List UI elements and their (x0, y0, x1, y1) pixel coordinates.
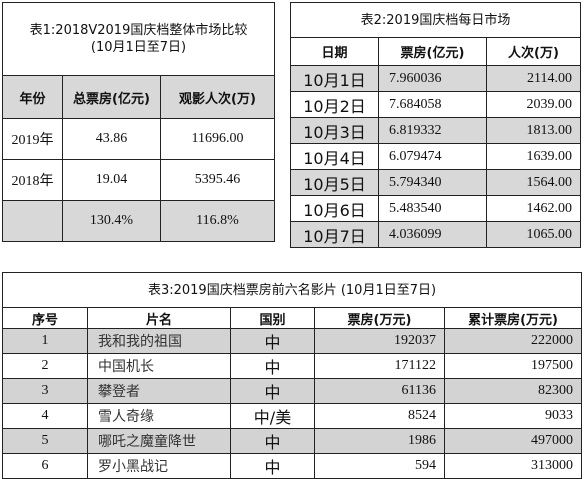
table-row: 10月4日 6.079474 1639.00 (290, 143, 581, 170)
table1-header-year: 年份 (2, 75, 63, 119)
table3-no-cell: 2 (2, 353, 88, 379)
table-row: 10月1日 7.960036 2114.00 (290, 65, 581, 92)
table2-date-cell: 10月2日 (290, 91, 379, 118)
table3-title: 表3:2019国庆档票房前六名影片 (10月1日至7日) (1, 272, 583, 308)
table1-growth-box-cell: 130.4% (62, 200, 161, 242)
table2-box-cell: 7.684058 (378, 91, 487, 118)
table3-name-cell: 攀登者 (87, 378, 231, 404)
table3-header-no: 序号 (2, 307, 88, 329)
table2-date-cell: 10月1日 (290, 65, 379, 92)
table2-date-cell: 10月6日 (290, 195, 379, 222)
table-row: 10月6日 5.483540 1462.00 (290, 195, 581, 222)
table3-box-cell: 192037 (314, 328, 445, 354)
table1-title: 表1:2018V2019国庆档整体市场比较 (10月1日至7日) (2, 2, 275, 76)
table3-header-total: 累计票房(万元) (443, 307, 583, 329)
table1-growth-viewers-cell: 116.8% (160, 200, 275, 242)
table2-viewers-cell: 1639.00 (486, 143, 581, 170)
table2-viewers-cell: 1065.00 (486, 221, 581, 248)
table2-header-viewers: 人次(万) (486, 37, 581, 66)
table3-no-cell: 1 (2, 328, 88, 354)
table-row: 2019年 43.86 11696.00 (2, 118, 275, 160)
table3-no-cell: 4 (2, 403, 88, 429)
table2-box-cell: 5.794340 (378, 169, 487, 196)
table3-no-cell: 3 (2, 378, 88, 404)
table-overall-market: 表1:2018V2019国庆档整体市场比较 (10月1日至7日) 年份 总票房(… (2, 2, 275, 242)
table2-box-cell: 6.819332 (378, 117, 487, 144)
table-row: 4 雪人奇缘 中/美 8524 9033 (2, 403, 583, 429)
table3-box-cell: 1986 (314, 428, 445, 454)
table3-total-cell: 222000 (443, 328, 583, 354)
table2-title: 表2:2019国庆档每日市场 (290, 2, 581, 38)
table3-name-cell: 中国机长 (87, 353, 231, 379)
table-row: 10月7日 4.036099 1065.00 (290, 221, 581, 248)
table3-header-name: 片名 (87, 307, 231, 329)
table3-box-cell: 61136 (314, 378, 445, 404)
table3-box-cell: 171122 (314, 353, 445, 379)
table-row: 2 中国机长 中 171122 197500 (2, 353, 583, 379)
table2-date-cell: 10月5日 (290, 169, 379, 196)
table3-header-box: 票房(万元) (314, 307, 445, 329)
table3-name-cell: 我和我的祖国 (87, 328, 231, 354)
table3-country-cell: 中 (230, 378, 315, 404)
table3-total-cell: 313000 (443, 453, 583, 479)
table2-date-cell: 10月3日 (290, 117, 379, 144)
table3-no-cell: 5 (2, 428, 88, 454)
table1-title-line1: 表1:2018V2019国庆档整体市场比较 (29, 23, 248, 38)
table2-box-cell: 7.960036 (378, 65, 487, 92)
table-top-six-films: 表3:2019国庆档票房前六名影片 (10月1日至7日) 序号 片名 国别 票房… (1, 272, 583, 479)
table2-header-box: 票房(亿元) (378, 37, 487, 66)
table3-total-cell: 82300 (443, 378, 583, 404)
table2-date-cell: 10月4日 (290, 143, 379, 170)
table3-total-cell: 497000 (443, 428, 583, 454)
table3-no-cell: 6 (2, 453, 88, 479)
table3-box-cell: 594 (314, 453, 445, 479)
table2-viewers-cell: 2039.00 (486, 91, 581, 118)
table3-name-cell: 哪吒之魔童降世 (87, 428, 231, 454)
table1-viewers-cell: 11696.00 (160, 118, 275, 160)
table2-viewers-cell: 2114.00 (486, 65, 581, 92)
table3-total-cell: 197500 (443, 353, 583, 379)
table1-title-line2: (10月1日至7日) (90, 40, 187, 55)
table-row: 10月2日 7.684058 2039.00 (290, 91, 581, 118)
table-row: 10月3日 6.819332 1813.00 (290, 117, 581, 144)
table3-name-cell: 罗小黑战记 (87, 453, 231, 479)
table1-header-viewers: 观影人次(万) (160, 75, 275, 119)
table3-box-cell: 8524 (314, 403, 445, 429)
table-row: 3 攀登者 中 61136 82300 (2, 378, 583, 404)
table3-header-country: 国别 (230, 307, 315, 329)
table1-box-cell: 43.86 (62, 118, 161, 160)
table2-box-cell: 4.036099 (378, 221, 487, 248)
table-row: 130.4% 116.8% (2, 200, 275, 242)
table3-country-cell: 中/美 (230, 403, 315, 429)
table3-country-cell: 中 (230, 428, 315, 454)
table3-total-cell: 9033 (443, 403, 583, 429)
table-row: 1 我和我的祖国 中 192037 222000 (2, 328, 583, 354)
table2-date-cell: 10月7日 (290, 221, 379, 248)
table-row: 2018年 19.04 5395.46 (2, 159, 275, 201)
table3-country-cell: 中 (230, 453, 315, 479)
table2-viewers-cell: 1813.00 (486, 117, 581, 144)
table-row: 10月5日 5.794340 1564.00 (290, 169, 581, 196)
table-daily-market: 表2:2019国庆档每日市场 日期 票房(亿元) 人次(万) 10月1日 7.9… (290, 2, 581, 248)
table-row: 6 罗小黑战记 中 594 313000 (2, 453, 583, 479)
table2-viewers-cell: 1462.00 (486, 195, 581, 222)
table1-header-box: 总票房(亿元) (62, 75, 161, 119)
table2-header-date: 日期 (290, 37, 379, 66)
table3-country-cell: 中 (230, 353, 315, 379)
table1-year-cell: 2018年 (2, 159, 63, 201)
table2-viewers-cell: 1564.00 (486, 169, 581, 196)
table1-year-cell: 2019年 (2, 118, 63, 160)
table3-name-cell: 雪人奇缘 (87, 403, 231, 429)
table3-country-cell: 中 (230, 328, 315, 354)
table-row: 5 哪吒之魔童降世 中 1986 497000 (2, 428, 583, 454)
table2-box-cell: 5.483540 (378, 195, 487, 222)
table2-box-cell: 6.079474 (378, 143, 487, 170)
table1-box-cell: 19.04 (62, 159, 161, 201)
table1-year-cell (2, 200, 63, 242)
table1-viewers-cell: 5395.46 (160, 159, 275, 201)
